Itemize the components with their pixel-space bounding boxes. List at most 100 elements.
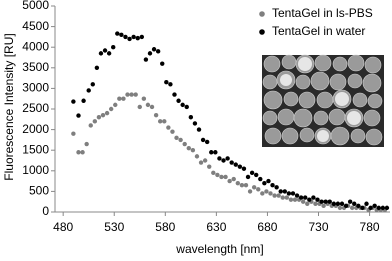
point <box>315 197 320 202</box>
point <box>368 205 373 211</box>
point <box>204 139 210 145</box>
point <box>76 150 81 155</box>
point <box>133 92 138 97</box>
point <box>170 129 175 134</box>
x-tick-label: 730 <box>308 220 328 234</box>
inset-bright-beads <box>280 57 361 142</box>
point <box>331 201 337 206</box>
point <box>286 191 292 196</box>
point <box>321 203 326 209</box>
point <box>96 115 102 120</box>
point <box>241 166 247 171</box>
point <box>249 170 255 176</box>
point <box>305 201 310 206</box>
point <box>376 205 381 211</box>
inset-image <box>262 54 384 147</box>
point <box>178 137 183 143</box>
point <box>270 183 275 188</box>
point <box>380 205 386 211</box>
x-tick-label: 680 <box>257 220 277 234</box>
point <box>174 135 179 141</box>
point <box>235 180 241 186</box>
point <box>111 45 116 50</box>
y-tick-label: 5000 <box>22 0 49 12</box>
point <box>360 205 365 211</box>
point <box>121 96 126 101</box>
point <box>153 112 159 118</box>
point <box>172 92 177 97</box>
point <box>151 47 157 52</box>
y-tick-label: 4500 <box>22 19 49 33</box>
point <box>251 185 257 190</box>
point <box>300 199 306 204</box>
point <box>80 150 85 155</box>
point <box>262 180 267 186</box>
point <box>168 82 173 87</box>
legend-label: TentaGel in ls-PBS <box>272 6 373 20</box>
point <box>327 199 332 204</box>
point <box>227 178 232 184</box>
point <box>198 160 204 165</box>
point <box>233 162 238 167</box>
point <box>276 193 281 198</box>
point <box>100 112 106 118</box>
y-tick-label: 0 <box>42 204 49 218</box>
point <box>176 98 181 103</box>
point <box>347 199 353 204</box>
point <box>319 199 324 204</box>
x-tick-label: 630 <box>206 220 226 234</box>
point <box>196 127 202 132</box>
point <box>106 51 112 56</box>
point <box>81 98 86 103</box>
point <box>258 176 263 182</box>
y-tick-label: 1000 <box>22 163 49 177</box>
legend-label: TentaGel in water <box>272 24 365 38</box>
y-tick-label: 500 <box>29 184 49 198</box>
point <box>166 125 171 130</box>
point <box>117 96 122 101</box>
y-tick-label: 3500 <box>22 60 49 74</box>
point <box>92 119 98 124</box>
point <box>352 201 357 206</box>
y-tick-label: 2000 <box>22 122 49 136</box>
point <box>384 205 390 211</box>
point <box>323 199 328 204</box>
point <box>223 174 228 180</box>
point <box>215 172 220 178</box>
point <box>282 189 288 194</box>
point <box>256 187 261 192</box>
point <box>298 195 304 200</box>
point <box>139 34 145 40</box>
point <box>213 150 218 155</box>
point <box>356 203 361 209</box>
point <box>266 178 271 184</box>
legend-marker <box>259 29 265 35</box>
point <box>280 195 285 200</box>
point <box>188 115 194 120</box>
point <box>219 174 224 180</box>
point <box>243 183 249 188</box>
point <box>278 189 283 194</box>
point <box>123 34 128 40</box>
point <box>364 201 369 206</box>
legend-marker <box>259 11 265 17</box>
point <box>137 104 142 110</box>
point <box>207 164 212 169</box>
point <box>192 121 198 126</box>
point <box>94 65 100 71</box>
point <box>131 34 136 40</box>
point <box>343 203 349 209</box>
point <box>292 197 298 202</box>
point <box>202 158 208 163</box>
point <box>88 123 93 128</box>
point <box>231 176 236 182</box>
x-tick-label: 580 <box>155 220 175 234</box>
x-axis-title: wavelength [nm] <box>175 242 263 256</box>
point <box>129 92 134 97</box>
x-tick-label: 530 <box>104 220 124 234</box>
point <box>98 51 104 56</box>
point <box>200 137 206 143</box>
point <box>229 160 234 165</box>
point <box>290 191 296 196</box>
point <box>303 195 308 200</box>
